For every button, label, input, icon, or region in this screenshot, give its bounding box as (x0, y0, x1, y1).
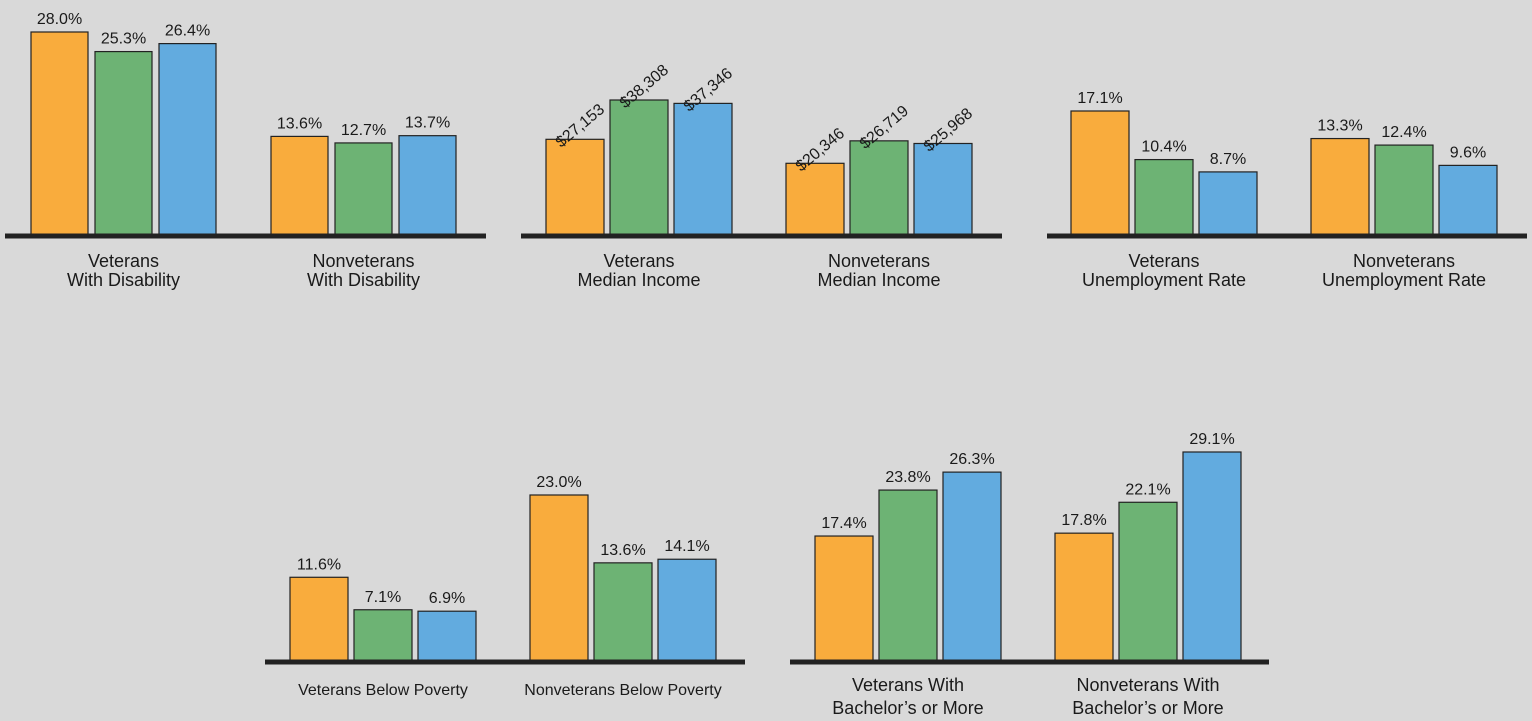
bar-1-1-1 (30, 31, 89, 236)
value-label: 17.1% (1077, 90, 1122, 107)
value-label: 25.3% (101, 31, 146, 48)
category-label: Nonveterans Below Poverty (524, 682, 721, 699)
value-label: 7.1% (365, 589, 401, 606)
bar-1-1-2 (94, 50, 153, 236)
bar-5-1-1 (814, 535, 874, 662)
bar-2-1-1 (545, 138, 605, 236)
category-label: Nonveterans (828, 251, 930, 271)
bar-3-1-3 (1198, 171, 1258, 236)
category-label: Veterans With (852, 675, 964, 695)
bar-5-1-2 (878, 489, 938, 662)
value-label: 8.7% (1210, 151, 1246, 168)
category-label: Nonveterans (1353, 251, 1455, 271)
bar-5-2-2 (1118, 501, 1178, 662)
bar-5-2-1 (1054, 532, 1114, 662)
bar-4-2-3 (657, 558, 717, 662)
value-label: 17.4% (821, 515, 866, 532)
category-label: Unemployment Rate (1322, 270, 1486, 290)
value-label: 17.8% (1061, 512, 1106, 529)
value-label: 22.1% (1125, 481, 1170, 498)
bar-1-2-1 (270, 135, 329, 236)
value-label: 28.0% (37, 11, 82, 28)
bar-3-2-1 (1310, 137, 1370, 236)
bar-4-2-2 (593, 562, 653, 662)
value-label: 11.6% (297, 556, 341, 573)
category-label: With Disability (67, 270, 180, 290)
category-label: Veterans Below Poverty (298, 682, 468, 699)
value-label: 13.7% (405, 115, 450, 132)
category-label: Veterans (603, 251, 674, 271)
bar-2-1-3 (673, 102, 733, 236)
bar-1-2-2 (334, 142, 393, 236)
category-label: Bachelor’s or More (1072, 698, 1223, 718)
value-label: 12.4% (1381, 124, 1426, 141)
value-label: 23.0% (536, 474, 581, 491)
value-label: 26.4% (165, 23, 210, 40)
bar-5-1-3 (942, 471, 1002, 662)
value-label: 13.3% (1317, 118, 1362, 135)
bar-1-2-3 (398, 135, 457, 236)
bar-3-1-2 (1134, 158, 1194, 236)
bar-1-1-3 (158, 42, 217, 236)
category-label: Median Income (577, 270, 700, 290)
value-label: 12.7% (341, 122, 386, 139)
bar-2-2-1 (785, 162, 845, 236)
value-label: 14.1% (664, 538, 709, 555)
chart-panel-4: 11.6% 7.1% 6.9% Veterans Below Poverty 23.0%… (265, 474, 745, 699)
category-label: Veterans (88, 251, 159, 271)
value-label: 10.4% (1141, 139, 1186, 156)
bar-4-2-1 (529, 494, 589, 662)
category-label: With Disability (307, 270, 420, 290)
category-label: Nonveterans With (1076, 675, 1219, 695)
bar-4-1-2 (353, 609, 413, 662)
chart-panel-5: 17.4% 23.8% 26.3% Veterans With Bachelor’s o… (790, 431, 1269, 718)
value-label: 29.1% (1189, 431, 1234, 448)
bar-5-2-3 (1182, 451, 1242, 662)
bar-4-1-3 (417, 610, 477, 662)
value-label: 9.6% (1450, 144, 1486, 161)
bar-4-1-1 (289, 576, 349, 662)
bar-3-1-1 (1070, 110, 1130, 236)
value-label: 26.3% (949, 451, 994, 468)
category-label: Bachelor’s or More (832, 698, 983, 718)
bar-3-2-3 (1438, 164, 1498, 236)
value-label: 23.8% (885, 469, 930, 486)
category-label: Nonveterans (312, 251, 414, 271)
category-label: Unemployment Rate (1082, 270, 1246, 290)
category-label: Median Income (817, 270, 940, 290)
bar-2-1-2 (609, 99, 669, 236)
bar-2-2-3 (913, 142, 973, 236)
category-label: Veterans (1128, 251, 1199, 271)
bar-2-2-2 (849, 140, 909, 236)
bar-3-2-2 (1374, 144, 1434, 236)
value-label: 6.9% (429, 590, 465, 607)
value-label: 13.6% (600, 542, 645, 559)
value-label: 13.6% (277, 115, 322, 132)
